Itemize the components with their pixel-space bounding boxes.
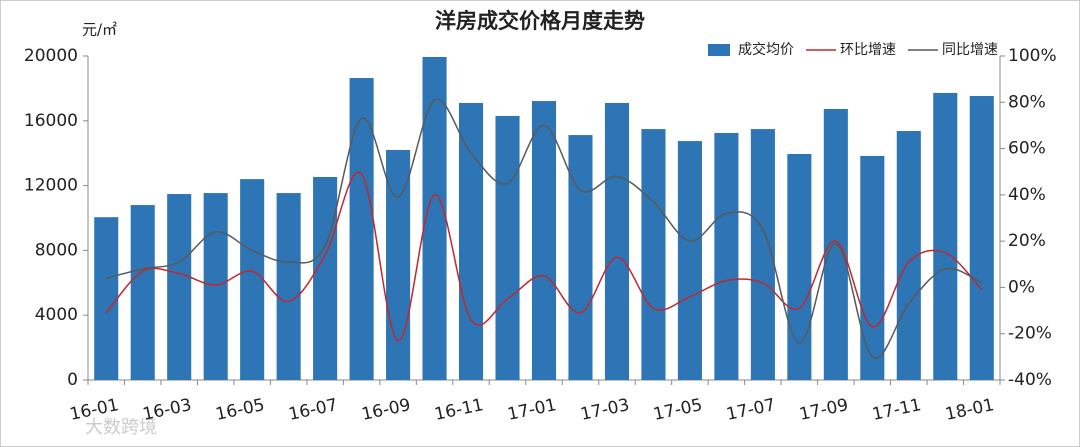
bar xyxy=(313,177,338,380)
bar xyxy=(94,217,119,380)
line xyxy=(106,98,983,359)
bar xyxy=(568,135,593,380)
chart-title: 洋房成交价格月度走势 xyxy=(435,9,645,33)
bar xyxy=(641,129,666,380)
y2-tick-label: 20% xyxy=(1008,231,1046,251)
bar xyxy=(240,179,265,380)
y-tick-label: 16000 xyxy=(24,111,78,131)
legend-label: 同比增速 xyxy=(942,42,998,58)
watermark: 大数跨境 xyxy=(85,417,157,438)
y2-tick-label: 60% xyxy=(1008,139,1046,159)
bar xyxy=(860,155,885,380)
bar xyxy=(422,56,447,381)
bar xyxy=(531,101,557,380)
y-tick-label: 4000 xyxy=(35,305,78,325)
bar xyxy=(349,78,374,381)
y-tick-label: 0 xyxy=(67,370,78,390)
y2-tick-label: 0% xyxy=(1008,277,1035,297)
bar xyxy=(823,108,848,380)
bar xyxy=(130,205,155,380)
bar xyxy=(714,132,739,380)
bar xyxy=(677,141,702,380)
legend-label: 成交均价 xyxy=(738,41,794,58)
bar xyxy=(459,102,484,380)
bar xyxy=(969,96,994,380)
y-tick-label: 12000 xyxy=(24,176,78,196)
bar xyxy=(604,102,629,380)
y2-tick-label: 100% xyxy=(1008,46,1057,66)
legend-label: 环比增速 xyxy=(840,42,896,58)
legend-swatch xyxy=(708,44,730,56)
y2-tick-label: -40% xyxy=(1008,370,1052,390)
bar xyxy=(203,193,228,380)
line xyxy=(105,171,983,342)
bar xyxy=(933,92,958,380)
y2-tick-label: 40% xyxy=(1008,185,1046,205)
bar xyxy=(787,154,812,380)
y-tick-label: 8000 xyxy=(35,240,78,260)
y-unit: 元/㎡ xyxy=(82,21,117,39)
y2-tick-label: 80% xyxy=(1008,92,1046,112)
bar xyxy=(276,193,301,380)
bar xyxy=(495,115,520,380)
y2-tick-label: -20% xyxy=(1008,324,1052,344)
bar xyxy=(167,194,192,380)
y-tick-label: 20000 xyxy=(24,46,78,66)
